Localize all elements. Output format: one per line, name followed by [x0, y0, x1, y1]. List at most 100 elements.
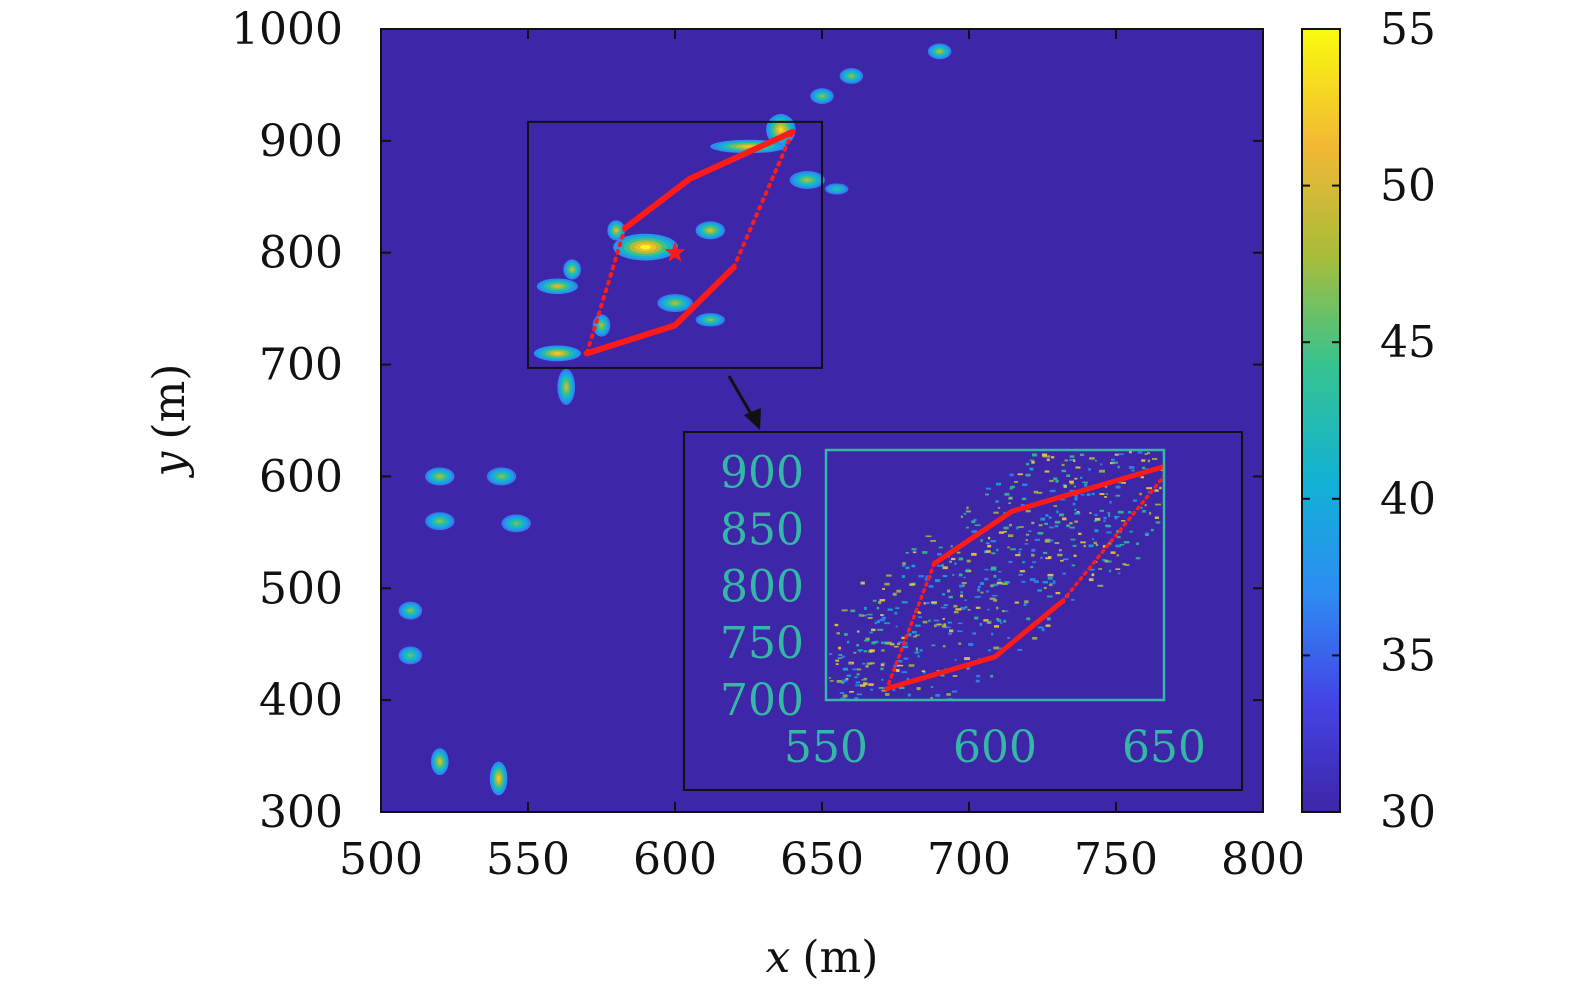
inset-noise-speck	[922, 620, 928, 624]
inset-noise-speck	[997, 618, 1002, 622]
inset-noise-speck	[993, 646, 999, 650]
inset-noise-speck	[987, 649, 992, 652]
inset-noise-speck	[882, 588, 885, 590]
inset-noise-speck	[1088, 468, 1091, 471]
inset-trajectory-solid-0	[884, 598, 1066, 692]
inset-noise-speck	[1046, 458, 1050, 462]
inset-noise-speck	[1047, 576, 1053, 580]
zoom-box	[527, 120, 823, 369]
inset-noise-speck	[922, 670, 926, 674]
inset-noise-speck	[881, 678, 884, 681]
inset-noise-speck	[901, 671, 908, 674]
inset-noise-speck	[1091, 492, 1095, 496]
inset-noise-speck	[965, 606, 968, 609]
inset-noise-speck	[1069, 459, 1075, 461]
inset-noise-speck	[1053, 505, 1058, 507]
inset-noise-speck	[1114, 516, 1118, 520]
inset-noise-speck	[1124, 563, 1130, 566]
inset-noise-speck	[901, 636, 908, 640]
inset-noise-speck	[953, 611, 959, 614]
inset-noise-speck	[1066, 474, 1071, 477]
inset-noise-speck	[846, 674, 851, 677]
inset-y-tick-label-3: 850	[720, 505, 804, 556]
hotspot-19	[672, 301, 678, 305]
inset-noise-speck	[1102, 558, 1106, 562]
hotspot-0	[937, 50, 942, 53]
inset-noise-speck	[1151, 458, 1158, 460]
inset-noise-speck	[1069, 480, 1074, 483]
inset-noise-speck	[915, 647, 919, 651]
hotspot-6	[513, 521, 519, 525]
inset-noise-speck	[1115, 485, 1121, 489]
inset-noise-speck	[1144, 532, 1150, 536]
inset-noise-speck	[960, 606, 966, 610]
inset-noise-speck	[1017, 648, 1023, 651]
inset-noise-speck	[1088, 544, 1094, 548]
inset-noise-speck	[1121, 519, 1126, 522]
inset-noise-speck	[1117, 465, 1120, 469]
inset-noise-speck	[893, 664, 899, 667]
inset-noise-speck	[1146, 452, 1151, 454]
inset-noise-speck	[863, 677, 868, 680]
inset-noise-speck	[1141, 459, 1146, 462]
inset-noise-speck	[1029, 467, 1034, 471]
inset-noise-speck	[1091, 573, 1095, 577]
inset-noise-speck	[1059, 559, 1064, 562]
inset-noise-speck	[1002, 610, 1009, 612]
inset-noise-speck	[1070, 538, 1076, 541]
inset-noise-speck	[1104, 496, 1107, 498]
inset-noise-speck	[936, 623, 942, 626]
inset-noise-speck	[1062, 517, 1067, 521]
inset-noise-speck	[1144, 504, 1147, 507]
inset-noise-speck	[1109, 500, 1112, 504]
inset-noise-speck	[869, 649, 875, 653]
trajectory-solid-2	[686, 128, 796, 182]
inset-noise-speck	[1009, 473, 1014, 477]
inset-noise-speck	[864, 639, 870, 642]
inset-noise-speck	[967, 667, 971, 670]
inset-noise-speck	[854, 697, 859, 700]
inset-noise-speck	[953, 604, 958, 608]
inset-noise-speck	[1117, 572, 1121, 575]
inset-noise-speck	[963, 512, 967, 515]
inset-noise-speck	[1009, 523, 1012, 527]
inset-noise-speck	[937, 564, 943, 567]
inset-noise-speck	[991, 552, 996, 555]
inset-noise-speck	[1055, 479, 1059, 483]
inset-noise-speck	[1094, 529, 1099, 533]
inset-x-tick-label-0: 550	[784, 722, 868, 773]
inset-noise-speck	[1129, 530, 1134, 533]
inset-noise-speck	[925, 535, 932, 538]
inset-noise-speck	[1003, 512, 1006, 514]
inset-noise-speck	[1150, 528, 1154, 532]
inset-noise-speck	[1022, 560, 1025, 564]
inset-x-tick-label-1: 600	[953, 722, 1037, 773]
inset-noise-speck	[965, 568, 970, 572]
colorbar-tick-label-5: 55	[1380, 4, 1436, 55]
inset-noise-speck	[964, 657, 971, 661]
inset-noise-speck	[836, 679, 842, 683]
inset-noise-speck	[917, 611, 922, 614]
inset-noise-speck	[912, 551, 917, 554]
inset-noise-speck	[848, 663, 853, 665]
inset-noise-speck	[840, 697, 847, 700]
inset-noise-speck	[948, 595, 953, 599]
inset-noise-speck	[909, 583, 915, 586]
inset-noise-speck	[872, 599, 877, 602]
inset-noise-speck	[857, 649, 864, 652]
inset-noise-speck	[1069, 481, 1074, 485]
inset-noise-speck	[1008, 560, 1013, 564]
inset-noise-speck	[894, 611, 898, 615]
hotspot-17	[614, 228, 618, 233]
inset-noise-speck	[908, 664, 915, 667]
inset-noise-speck	[1048, 516, 1051, 519]
inset-noise-speck	[896, 642, 901, 646]
inset-noise-speck	[987, 536, 991, 540]
inset-noise-speck	[1040, 517, 1046, 521]
inset-noise-speck	[862, 662, 866, 665]
inset-noise-speck	[869, 631, 873, 634]
inset-noise-speck	[1137, 451, 1143, 454]
inset-trajectory-dotted-1	[885, 561, 936, 691]
inset-noise-speck	[1093, 541, 1098, 545]
inset-noise-speck	[1057, 553, 1063, 557]
